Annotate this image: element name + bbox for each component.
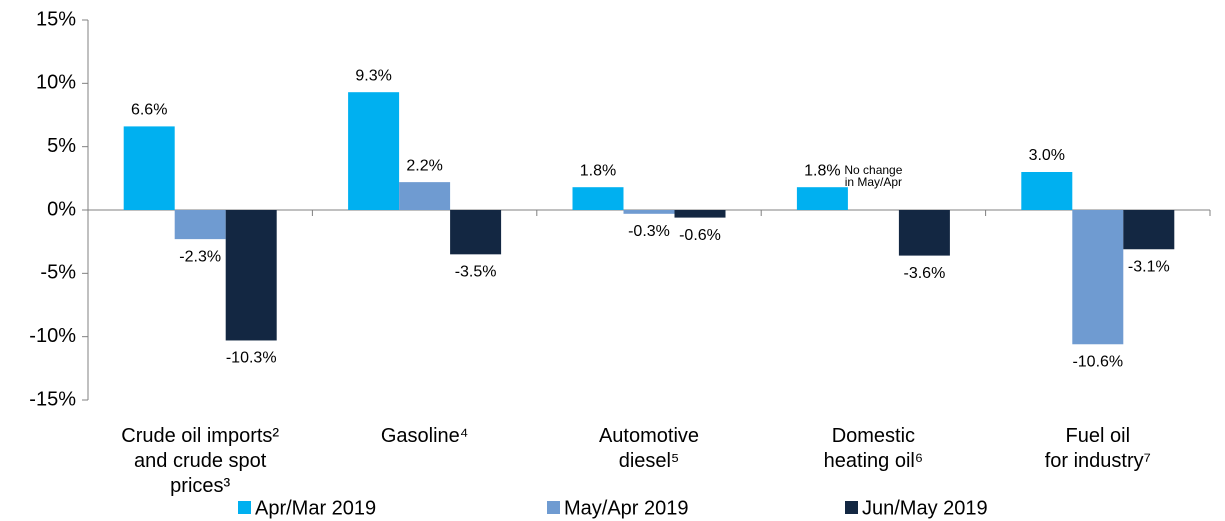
value-label: 1.8% xyxy=(580,162,616,179)
bar xyxy=(796,187,848,210)
y-tick-label: -15% xyxy=(29,388,76,410)
x-tick-label: Fuel oil for industry⁷ xyxy=(1044,425,1151,472)
value-label: 1.8% xyxy=(804,162,840,179)
value-label: -10.6% xyxy=(1072,353,1123,370)
value-label: -0.3% xyxy=(628,223,670,240)
y-tick-label: 15% xyxy=(36,8,76,30)
bar xyxy=(898,210,950,256)
bar xyxy=(348,92,400,210)
value-label: -3.5% xyxy=(455,264,497,281)
x-tick-label: Crude oil imports² and crude spot prices… xyxy=(121,425,280,497)
legend-label: Apr/Mar 2019 xyxy=(255,497,376,519)
y-tick-label: 5% xyxy=(47,135,76,157)
bar xyxy=(674,210,726,218)
y-tick-label: -10% xyxy=(29,325,76,347)
legend-label: May/Apr 2019 xyxy=(564,497,689,519)
y-tick-label: 0% xyxy=(47,198,76,220)
bar xyxy=(174,210,226,240)
annotation: No change in May/Apr xyxy=(844,163,903,189)
value-label: 6.6% xyxy=(131,102,167,119)
bar xyxy=(123,126,175,210)
bar xyxy=(623,210,675,214)
value-label: 3.0% xyxy=(1029,147,1065,164)
bar xyxy=(1072,210,1124,345)
value-label: -3.6% xyxy=(904,265,946,282)
bar xyxy=(399,182,451,210)
bar xyxy=(225,210,277,341)
value-label: 2.2% xyxy=(406,157,442,174)
bar xyxy=(1123,210,1175,250)
legend-swatch xyxy=(845,501,858,514)
x-tick-label: Gasoline⁴ xyxy=(380,425,469,447)
value-label: -10.3% xyxy=(226,350,277,367)
x-tick-label: Automotive diesel⁵ xyxy=(598,425,700,472)
value-label: 9.3% xyxy=(355,67,391,84)
value-label: -3.1% xyxy=(1128,258,1170,275)
legend-label: Jun/May 2019 xyxy=(862,497,988,519)
value-label: -0.6% xyxy=(679,227,721,244)
x-tick-label: Domestic heating oil⁶ xyxy=(823,425,924,472)
bar xyxy=(1021,172,1073,210)
bar xyxy=(572,187,624,210)
y-tick-label: 10% xyxy=(36,72,76,94)
y-tick-label: -5% xyxy=(40,262,76,284)
bar xyxy=(450,210,502,255)
value-label: -2.3% xyxy=(179,248,221,265)
legend-swatch xyxy=(238,501,251,514)
legend-swatch xyxy=(547,501,560,514)
